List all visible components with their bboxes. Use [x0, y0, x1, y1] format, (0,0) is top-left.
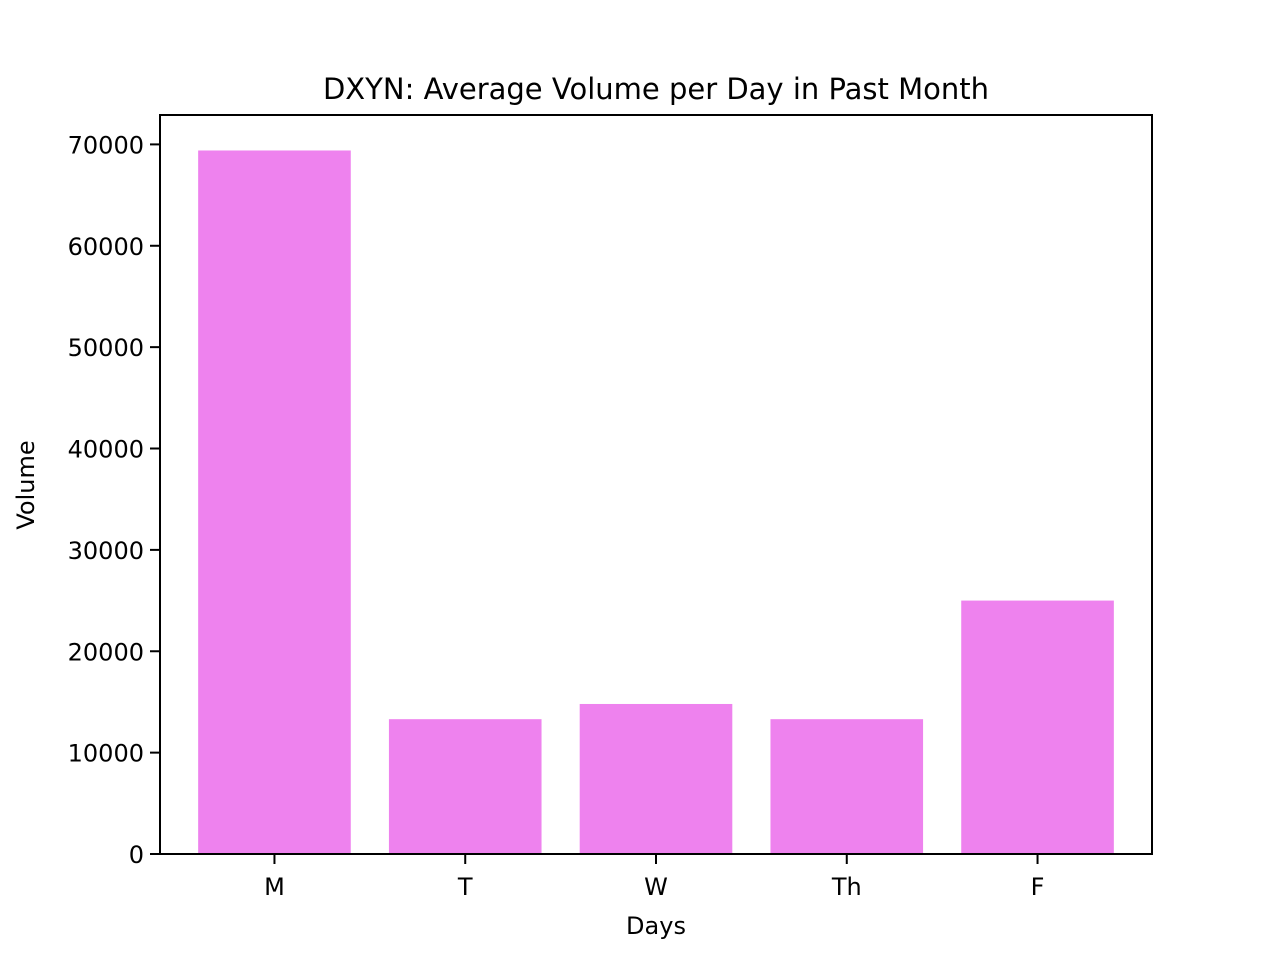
- y-axis-ticks: 0 10000 20000 30000 40000 50000 60000 70000: [68, 131, 160, 869]
- bar-th: [770, 719, 924, 854]
- x-tick-label: T: [457, 873, 473, 901]
- y-tick-label: 70000: [68, 131, 144, 159]
- y-tick-label: 40000: [68, 436, 144, 464]
- bar-m: [198, 150, 351, 854]
- x-tick-label: M: [264, 873, 285, 901]
- y-tick-label: 50000: [68, 334, 144, 362]
- x-axis-label: Days: [626, 912, 686, 940]
- chart-title: DXYN: Average Volume per Day in Past Mon…: [323, 72, 989, 106]
- bars-group: [198, 150, 1114, 854]
- y-tick-label: 30000: [68, 537, 144, 565]
- x-axis-ticks: M T W Th F: [264, 854, 1044, 901]
- y-axis-label: Volume: [12, 440, 40, 529]
- x-tick-label: F: [1031, 873, 1045, 901]
- y-tick-label: 60000: [68, 233, 144, 261]
- y-tick-label: 0: [129, 841, 144, 869]
- bar-t: [388, 719, 542, 854]
- y-tick-label: 20000: [68, 638, 144, 666]
- plot-frame: [159, 114, 1153, 855]
- x-tick-label: W: [644, 873, 668, 901]
- y-tick-label: 10000: [68, 740, 144, 768]
- x-tick-label: Th: [831, 873, 862, 901]
- bar-w: [579, 703, 733, 854]
- bar-f: [961, 600, 1114, 854]
